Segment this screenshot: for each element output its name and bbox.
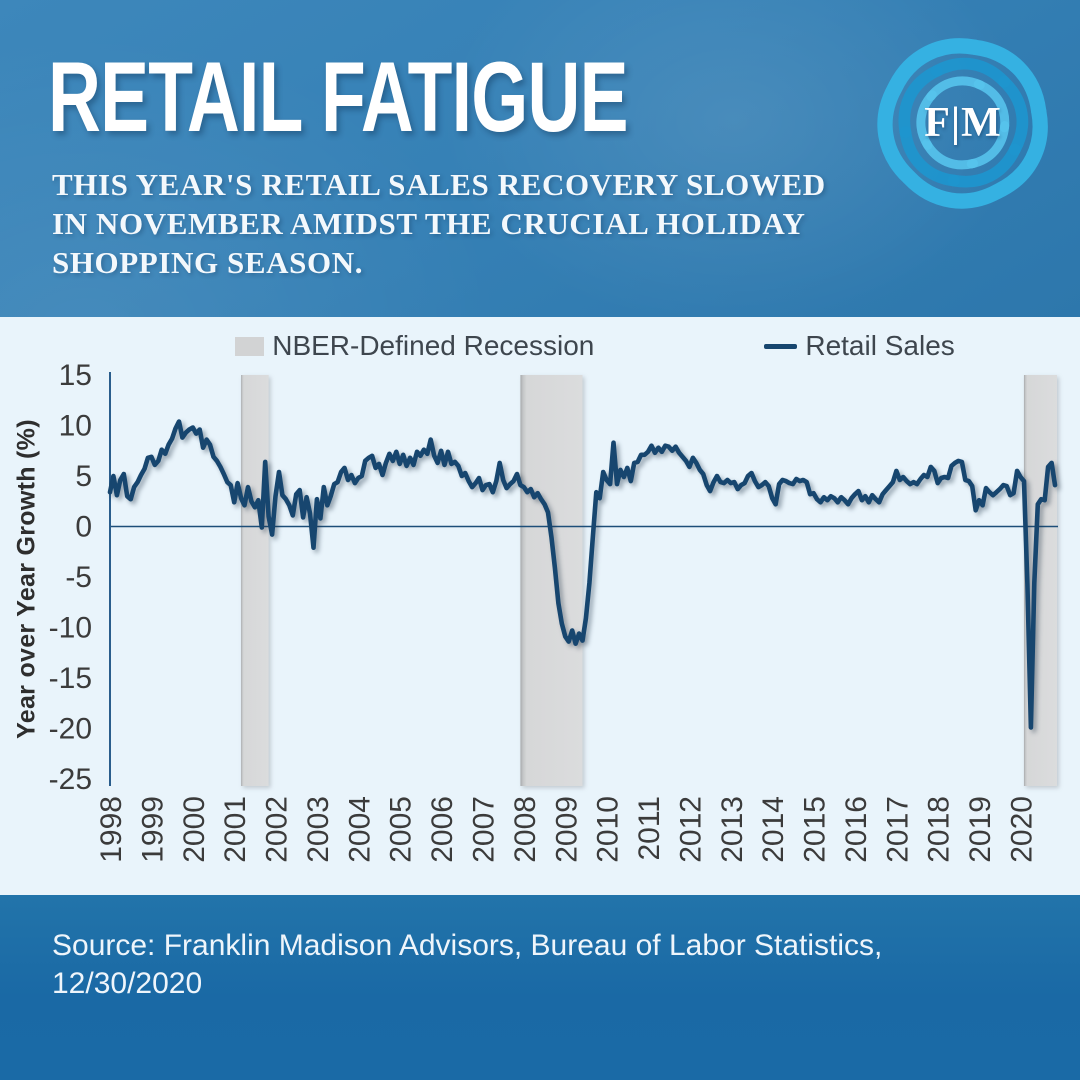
y-tick-label: 10 [59,410,92,443]
recession-band [241,375,269,786]
y-tick-label: -10 [49,612,92,645]
recession-swatch-icon [235,336,265,356]
logo-ribbon [990,103,1048,199]
x-tick-label: 2006 [426,796,459,863]
x-tick-label: 1999 [136,796,169,863]
source-line-1: Source: Franklin Madison Advisors, Burea… [52,929,883,962]
chart-legend: NBER-Defined Recession Retail Sales [0,330,1080,362]
x-tick-label: 2016 [840,796,873,863]
x-tick-label: 2018 [923,796,956,863]
fm-monogram: F|M [924,100,1002,146]
footer: Source: Franklin Madison Advisors, Burea… [0,895,1080,1080]
x-tick-label: 2007 [467,796,500,863]
line-swatch-icon [764,343,798,349]
legend-label-recession: NBER-Defined Recession [272,330,595,361]
legend-label-retail-sales: Retail Sales [805,330,955,361]
legend-item-recession: NBER-Defined Recession [235,330,594,362]
subtitle-line-2: IN NOVEMBER AMIDST THE CRUCIAL HOLIDAY [52,206,806,241]
logo-ribbon [901,169,1005,209]
x-tick-label: 2004 [343,796,376,863]
y-tick-label: 0 [75,511,92,544]
recession-band [520,375,583,786]
logo-ribbon [998,75,1029,156]
x-tick-label: 2002 [261,796,294,863]
x-tick-label: 2020 [1006,796,1039,863]
x-tick-label: 2017 [881,796,914,863]
chart-panel: NBER-Defined Recession Retail Sales Year… [0,317,1080,895]
x-tick-label: 2013 [716,796,749,863]
subtitle: THIS YEAR'S RETAIL SALES RECOVERY SLOWED… [52,165,826,282]
source-attribution: Source: Franklin Madison Advisors, Burea… [52,927,882,1003]
x-tick-label: 2000 [178,796,211,863]
logo-ribbon [899,126,960,187]
x-tick-label: 2008 [509,796,542,863]
fm-swirl-icon [877,38,1048,209]
x-tick-label: 2011 [633,796,666,861]
source-line-2: 12/30/2020 [52,967,203,1000]
x-tick-label: 2010 [592,796,625,863]
logo-ribbon [926,76,985,101]
x-tick-label: 2012 [674,796,707,863]
y-tick-label: -5 [65,561,92,594]
x-tick-label: 2009 [550,796,583,863]
y-tick-label: -15 [49,662,92,695]
y-tick-label: -25 [49,763,92,796]
x-tick-label: 2003 [302,796,335,863]
logo-ribbon [930,57,1011,88]
x-tick-label: 2014 [757,796,790,863]
logo-ribbon [887,38,983,96]
subtitle-line-1: THIS YEAR'S RETAIL SALES RECOVERY SLOWED [52,167,826,202]
legend-item-retail-sales: Retail Sales [764,330,955,362]
x-tick-label: 2015 [799,796,832,863]
x-tick-label: 1998 [95,796,128,863]
page-title: RETAIL FATIGUE [48,41,629,152]
logo-ribbon [898,65,943,139]
x-tick-label: 2001 [219,796,252,863]
y-tick-label: 5 [75,460,92,493]
x-tick-label: 2019 [964,796,997,863]
header: RETAIL FATIGUE THIS YEAR'S RETAIL SALES … [0,0,1080,317]
logo-ribbon [967,39,1047,119]
subtitle-line-3: SHOPPING SEASON. [52,245,364,280]
fm-logo: F|M [873,33,1053,213]
logo-ribbon [877,81,917,185]
x-tick-label: 2005 [385,796,418,863]
y-tick-label: -20 [49,713,92,746]
y-tick-label: 15 [59,359,92,392]
logo-ribbon [947,143,1021,188]
retail-sales-line [107,419,1058,730]
